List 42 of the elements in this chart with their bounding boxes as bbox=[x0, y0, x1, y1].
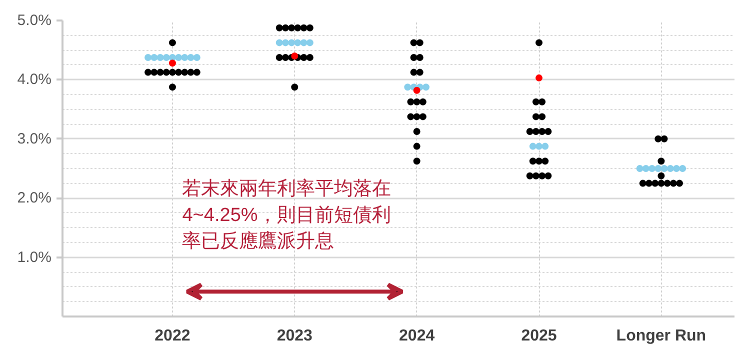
point bbox=[162, 54, 170, 61]
point bbox=[648, 165, 656, 172]
y-tick-label: 5.0% bbox=[17, 12, 52, 29]
point bbox=[536, 142, 543, 150]
point bbox=[187, 54, 194, 61]
point bbox=[660, 165, 668, 172]
point bbox=[529, 142, 536, 150]
point bbox=[404, 84, 412, 91]
point bbox=[291, 52, 298, 60]
y-tick-label: 4.0% bbox=[17, 71, 52, 88]
point bbox=[144, 54, 152, 61]
point bbox=[654, 165, 662, 172]
point bbox=[276, 39, 283, 46]
point bbox=[181, 54, 188, 61]
point bbox=[300, 39, 308, 46]
point bbox=[168, 60, 176, 67]
annotation: 若末來兩年利率平均落在4~4.25%，則目前短債利率已反應鷹派升息 bbox=[182, 178, 392, 252]
y-tick-label: 1.0% bbox=[17, 248, 52, 266]
x-tick-label: 2022 bbox=[154, 328, 190, 344]
point bbox=[288, 39, 296, 46]
x-tick-label: Longer Run bbox=[616, 328, 706, 344]
x-tick-label: 2024 bbox=[399, 328, 435, 344]
point bbox=[542, 142, 549, 150]
x-tick-label: 2025 bbox=[521, 328, 557, 344]
point bbox=[175, 54, 182, 61]
point bbox=[642, 165, 650, 172]
point bbox=[422, 84, 430, 91]
point bbox=[306, 39, 314, 46]
point bbox=[536, 74, 543, 82]
point bbox=[150, 54, 158, 61]
point bbox=[666, 165, 674, 172]
point bbox=[282, 39, 289, 46]
point bbox=[413, 86, 420, 94]
x-tick-label: 2023 bbox=[276, 328, 313, 344]
y-tick-label: 2.0% bbox=[17, 190, 52, 207]
point bbox=[636, 165, 644, 172]
point bbox=[672, 165, 680, 172]
y-tick-label: 3.0% bbox=[17, 130, 52, 148]
point bbox=[193, 54, 200, 61]
point bbox=[679, 165, 686, 172]
point bbox=[294, 39, 302, 46]
point bbox=[156, 54, 164, 61]
